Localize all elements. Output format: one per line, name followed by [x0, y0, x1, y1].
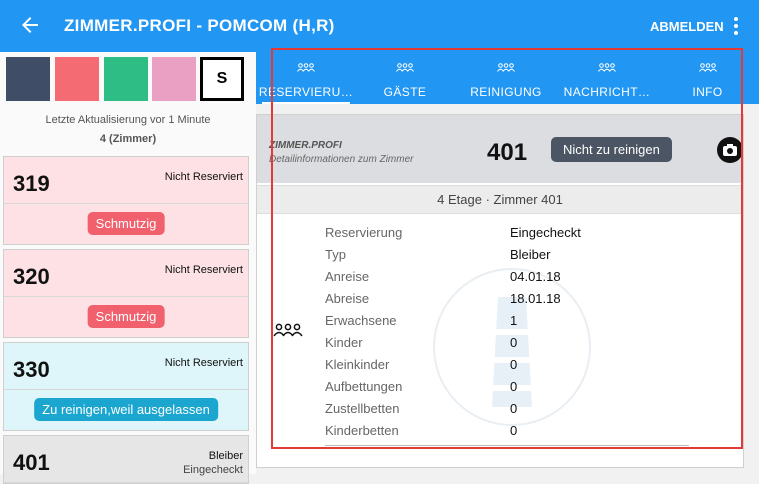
floor-room-subheader: 4 Etage · Zimmer 401 — [257, 185, 743, 214]
room-card[interactable]: 401 Bleiber Eingecheckt — [3, 435, 249, 484]
room-count-text: 4 (Zimmer) — [99, 133, 157, 145]
people-icon — [396, 63, 414, 72]
room-detail-panel: ZIMMER.PROFI Detailinformationen zum Zim… — [256, 114, 744, 468]
people-icon — [297, 63, 315, 72]
detail-row: Typ Bleiber — [325, 247, 551, 262]
logout-button[interactable]: ABMELDEN — [650, 19, 724, 34]
people-icon — [598, 63, 616, 72]
room-status: Nicht Reserviert — [164, 264, 243, 276]
last-update-text: Letzte Aktualisierung vor 1 Minute — [45, 114, 211, 126]
filter-color-red[interactable] — [55, 57, 99, 101]
room-card[interactable]: 330 Nicht Reserviert Zu reinigen,weil au… — [3, 342, 249, 431]
tab-reservierung[interactable]: RESERVIERU… — [256, 52, 356, 104]
logo-watermark — [433, 268, 591, 426]
active-tab-indicator — [262, 102, 350, 104]
tab-nachrichten[interactable]: NACHRICHT… — [558, 52, 656, 104]
room-list-panel: S Letzte Aktualisierung vor 1 Minute 4 (… — [0, 52, 256, 484]
cleaning-status-button[interactable]: Nicht zu reinigen — [551, 137, 672, 162]
room-card[interactable]: 319 Nicht Reserviert Schmutzig — [3, 156, 249, 245]
tab-gaeste[interactable]: GÄSTE — [356, 52, 454, 104]
app-title: ZIMMER.PROFI - POMCOM (H,R) — [64, 16, 335, 35]
detail-tabs: RESERVIERU… GÄSTE REINIGUNG NACHRICHT… I… — [256, 52, 759, 104]
divider — [325, 445, 689, 446]
brand-subtitle: Detailinformationen zum Zimmer — [269, 154, 414, 165]
filter-color-pink[interactable] — [152, 57, 196, 101]
detail-row: Anreise 04.01.18 — [325, 269, 561, 284]
room-status: Nicht Reserviert — [164, 171, 243, 183]
room-number: 319 — [13, 171, 50, 196]
guests-icon — [273, 323, 303, 337]
filter-color-green[interactable] — [104, 57, 148, 101]
people-icon — [698, 63, 717, 72]
detail-row: Reservierung Eingecheckt — [325, 225, 581, 240]
room-status: Bleiber Eingecheckt — [183, 450, 243, 476]
detail-row: Kinder 0 — [325, 335, 518, 350]
detail-row: Abreise 18.01.18 — [325, 291, 561, 306]
cleaning-status-button[interactable]: Schmutzig — [87, 305, 165, 328]
detail-header: ZIMMER.PROFI Detailinformationen zum Zim… — [257, 115, 743, 183]
filter-s-button[interactable]: S — [200, 57, 244, 101]
tab-reinigung[interactable]: REINIGUNG — [454, 52, 558, 104]
filter-color-navy[interactable] — [6, 57, 50, 101]
detail-row: Erwachsene 1 — [325, 313, 518, 328]
room-card[interactable]: 320 Nicht Reserviert Schmutzig — [3, 249, 249, 338]
app-bar: ZIMMER.PROFI - POMCOM (H,R) ABMELDEN — [0, 0, 759, 52]
tab-info[interactable]: INFO — [656, 52, 759, 104]
detail-row: Aufbettungen 0 — [325, 379, 518, 394]
brand-label: ZIMMER.PROFI — [269, 140, 342, 151]
people-icon — [497, 63, 515, 72]
room-status: Nicht Reserviert — [164, 357, 243, 369]
back-arrow-icon[interactable] — [18, 13, 42, 37]
room-number-title: 401 — [487, 139, 528, 166]
camera-icon[interactable] — [717, 137, 743, 163]
room-number: 320 — [13, 264, 50, 289]
detail-row: Kleinkinder 0 — [325, 357, 518, 372]
room-number: 330 — [13, 357, 50, 382]
detail-row: Kinderbetten 0 — [325, 423, 518, 438]
room-number: 401 — [13, 450, 50, 475]
more-vert-icon[interactable] — [728, 15, 744, 37]
cleaning-status-button[interactable]: Zu reinigen,weil ausgelassen — [34, 398, 218, 421]
cleaning-status-button[interactable]: Schmutzig — [87, 212, 165, 235]
detail-row: Zustellbetten 0 — [325, 401, 518, 416]
